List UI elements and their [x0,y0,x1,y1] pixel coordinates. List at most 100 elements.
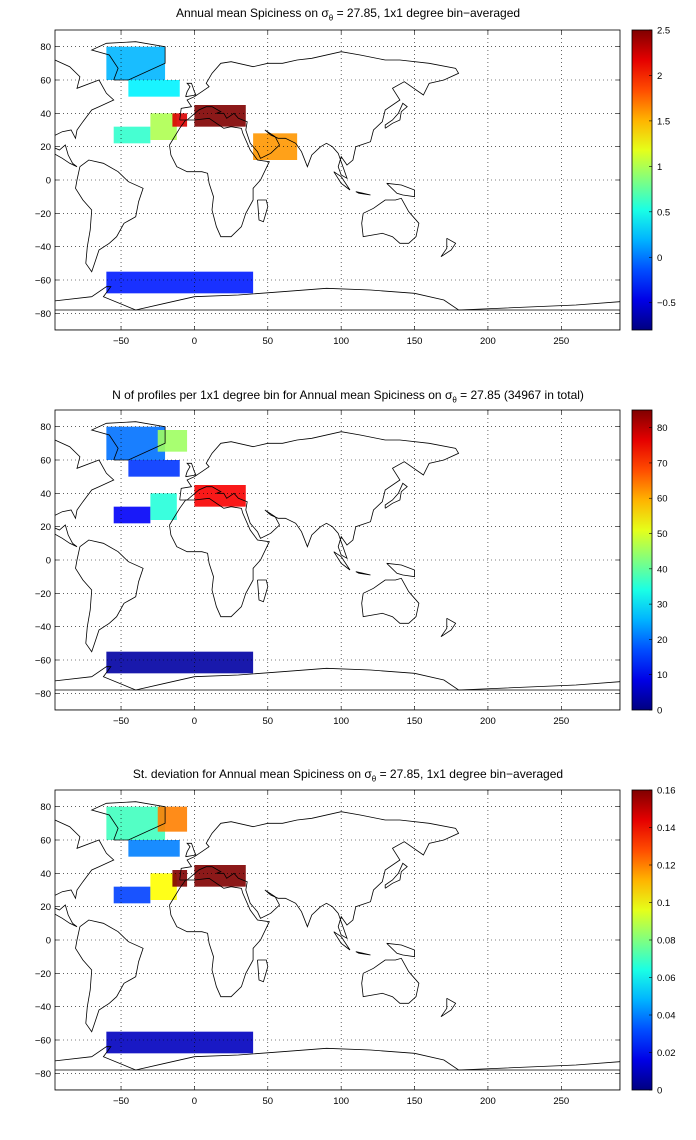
x-tick-label: 100 [333,336,349,347]
y-tick-label: −60 [35,656,51,667]
x-tick-label: 0 [192,1096,197,1107]
y-tick-label: 20 [40,142,51,153]
y-tick-label: 60 [40,76,51,87]
y-tick-label: −80 [35,689,51,700]
coastline [55,1046,620,1071]
colorbar-tick-label: 0 [657,253,662,264]
heatmap-cell [113,506,151,524]
y-tick-label: −80 [35,309,51,320]
heatmap-cell [128,80,180,97]
heatmap-cell [113,126,151,144]
title-prefix: Annual mean Spiciness on σ [175,6,329,20]
coastline [55,309,620,330]
x-tick-label: 150 [407,1096,423,1107]
colorbar-tick-label: 1.5 [657,116,670,127]
heatmap-cell [150,493,177,520]
coastline [361,577,420,624]
coastline [55,689,620,710]
coastline [333,171,351,191]
x-tick-label: 50 [263,716,274,727]
coastline [440,237,457,258]
y-tick-label: 40 [40,869,51,880]
chart-0: −50 0 50 100 150 200 250−80−60−40−20020406080−… [35,26,676,348]
colorbar-tick-label: 2.5 [657,26,670,37]
y-tick-label: −20 [35,209,51,220]
data-layer [55,41,620,330]
title-suffix: = 27.85, 1x1 degree bin−averaged [333,6,521,20]
coastline [179,811,460,940]
colorbar-tick-label: 0.14 [657,823,676,834]
title-suffix: = 27.85 (34967 in total) [456,388,584,402]
x-tick-label: 250 [553,336,569,347]
x-tick-label: 150 [407,336,423,347]
coastline [257,199,269,223]
title-subscript: θ [371,774,377,784]
coastline [440,997,457,1018]
coastline [257,579,269,603]
heatmap-cell [106,651,254,674]
colorbar-tick-label: 0.1 [657,898,670,909]
data-layer [55,421,620,710]
x-tick-label: 50 [263,1096,274,1107]
y-tick-label: 40 [40,109,51,120]
coastline [75,919,144,1033]
x-tick-label: 250 [553,716,569,727]
panel-std-deviation: St. deviation for Annual mean Spiciness … [0,760,696,1140]
x-tick-label: 200 [480,1096,496,1107]
colorbar-tick-label: −0.5 [657,298,676,309]
heatmap-cell [128,460,180,477]
coastline [169,497,270,618]
colorbar-tick-label: 0.04 [657,1011,676,1022]
y-tick-label: 20 [40,902,51,913]
heatmap-cell [194,485,246,507]
coastline [355,951,371,956]
y-tick-label: 0 [46,556,51,567]
x-tick-label: −50 [113,716,129,727]
x-tick-label: 200 [480,716,496,727]
colorbar-tick-label: 0 [657,1086,662,1097]
coastline [361,197,420,244]
coastline [384,482,408,509]
coastline [440,617,457,638]
colorbar-tick-label: 50 [657,529,668,540]
colorbar-tick-label: 10 [657,670,668,681]
coastline [386,942,415,958]
x-tick-label: 250 [553,1096,569,1107]
y-tick-label: −40 [35,622,51,633]
x-tick-label: 50 [263,336,274,347]
coastline [333,931,351,951]
y-tick-label: −80 [35,1069,51,1080]
y-tick-label: 80 [40,42,51,53]
y-tick-label: −20 [35,589,51,600]
title-prefix: N of profiles per 1x1 degree bin for Ann… [112,388,453,402]
colorbar-tick-label: 0.02 [657,1048,676,1059]
coastline [169,117,270,238]
coastline [355,191,371,196]
x-tick-label: 200 [480,336,496,347]
chart-1: −50 0 50 100 150 200 250 −80 −60 −40 −20 0 20 40 60 80 0… [35,409,668,727]
heatmap-cell [157,806,188,832]
coastline [361,957,420,1004]
x-tick-label: 150 [407,716,423,727]
heatmap-cell [194,865,246,887]
coastline [179,51,460,180]
colorbar-tick-label: 20 [657,635,668,646]
colorbar-tick-label: 80 [657,423,668,434]
panel-title: N of profiles per 1x1 degree bin for Ann… [0,388,696,404]
title-prefix: St. deviation for Annual mean Spiciness … [132,767,372,781]
y-tick-label: 40 [40,489,51,500]
chart-2: −50 0 50 100 150 200 250 −80 −60 −40 −20 0 20 40 60 80 0… [35,786,676,1108]
title-suffix: = 27.85, 1x1 degree bin−averaged [376,767,564,781]
colorbar-tick-label: 2 [657,71,662,82]
coastline [384,102,408,129]
y-tick-label: 80 [40,422,51,433]
panel-profile-count: N of profiles per 1x1 degree bin for Ann… [0,380,696,760]
coastline [55,819,115,928]
y-tick-label: 0 [46,176,51,187]
x-tick-label: −50 [113,336,129,347]
colorbar-tick-label: 30 [657,600,668,611]
coastline [75,159,144,273]
x-tick-label: 100 [333,1096,349,1107]
coastline [75,539,144,653]
y-tick-label: 60 [40,836,51,847]
